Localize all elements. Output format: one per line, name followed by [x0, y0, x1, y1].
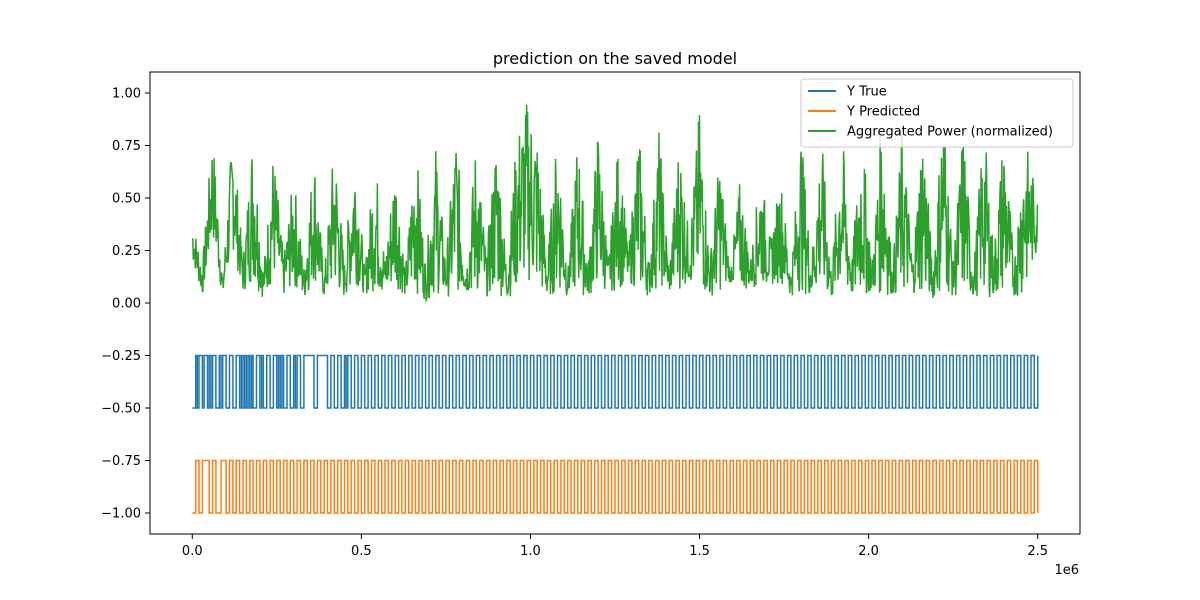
x-tick-label: 2.0	[858, 544, 879, 559]
y-tick-label: −0.75	[101, 454, 141, 469]
x-offset-label: 1e6	[1054, 563, 1079, 578]
y-tick-label: −0.25	[101, 349, 141, 364]
legend-label: Y True	[846, 85, 887, 100]
chart-title: prediction on the saved model	[493, 49, 737, 68]
y-tick-label: −1.00	[101, 507, 141, 522]
x-tick-label: 1.5	[689, 544, 710, 559]
x-tick-label: 1.0	[520, 544, 541, 559]
x-axis: 0.0 0.5 1.0 1.5 2.0 2.5	[182, 534, 1048, 559]
y-axis: −1.00 −0.75 −0.50 −0.25 0.00 0.25 0.50 0.75 1.00	[101, 87, 150, 522]
legend-box	[800, 78, 1074, 148]
legend-label: Y Predicted	[846, 105, 920, 120]
x-tick-label: 0.5	[351, 544, 372, 559]
y-tick-label: −0.50	[101, 402, 141, 417]
legend-label: Aggregated Power (normalized)	[847, 125, 1053, 140]
y-tick-label: 0.75	[112, 139, 141, 154]
y-tick-label: 1.00	[112, 87, 141, 102]
x-tick-label: 2.5	[1027, 544, 1048, 559]
x-tick-label: 0.0	[182, 544, 203, 559]
legend: Y True Y Predicted Aggregated Power (norma…	[800, 78, 1074, 148]
series-aggregated-power	[191, 104, 1039, 304]
series-layer	[191, 104, 1039, 514]
y-tick-label: 0.25	[112, 244, 141, 259]
series-y-true	[192, 354, 1039, 409]
y-tick-label: 0.00	[112, 297, 141, 312]
y-tick-label: 0.50	[112, 192, 141, 207]
series-y-predicted	[192, 459, 1039, 514]
